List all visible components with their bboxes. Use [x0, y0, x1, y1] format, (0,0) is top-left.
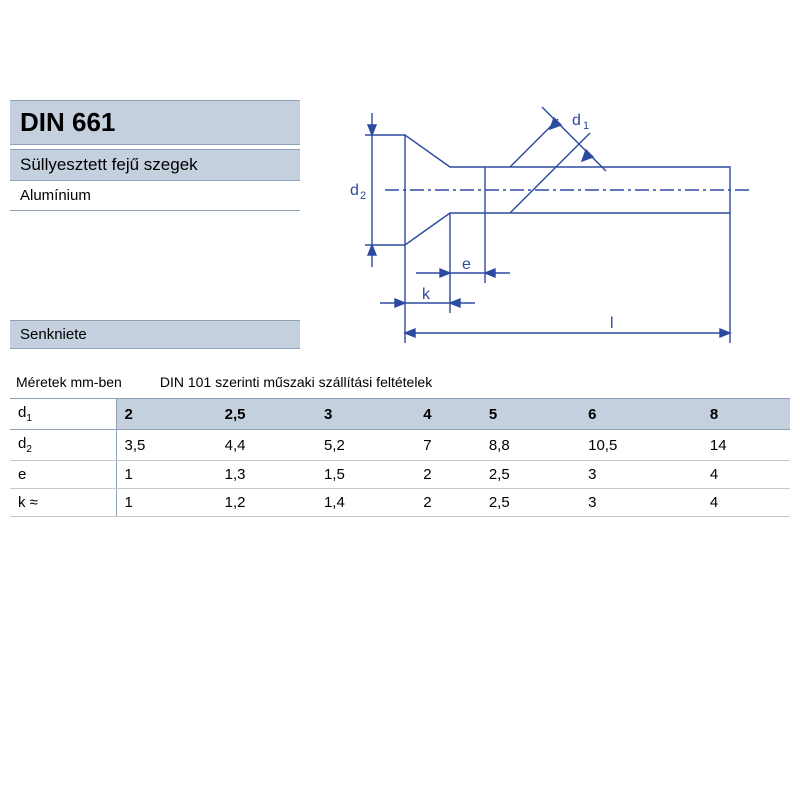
cell: 4,4 [217, 430, 316, 461]
cell: 3,5 [116, 430, 217, 461]
rivet-diagram: d 2 d 1 e k l [310, 95, 790, 355]
col-header: 8 [702, 399, 790, 430]
dimensions-table: d1 2 2,5 3 4 5 6 8 d2 3,5 4,4 5,2 7 8,8 … [10, 398, 790, 517]
cell: 2,5 [481, 461, 580, 489]
cell: 14 [702, 430, 790, 461]
cell: 4 [702, 461, 790, 489]
cell: 1 [116, 461, 217, 489]
cell: 7 [415, 430, 481, 461]
cell: 2,5 [481, 489, 580, 517]
cell: 8,8 [481, 430, 580, 461]
cell: 5,2 [316, 430, 415, 461]
standard-title: DIN 661 [10, 100, 300, 145]
cell: 2 [415, 489, 481, 517]
row-label-k: k ≈ [10, 489, 116, 517]
cell: 10,5 [580, 430, 702, 461]
material-label: Alumínium [10, 181, 300, 211]
cell: 2 [415, 461, 481, 489]
dim-e-label: e [462, 256, 471, 273]
dim-k-label: k [422, 286, 431, 303]
row-label-e: e [10, 461, 116, 489]
dim-d2-label: d [350, 182, 359, 199]
col-header: 2 [116, 399, 217, 430]
dim-l-label: l [610, 315, 614, 332]
col-header: 3 [316, 399, 415, 430]
cell: 4 [702, 489, 790, 517]
table-row: k ≈ 1 1,2 1,4 2 2,5 3 4 [10, 489, 790, 517]
cell: 3 [580, 489, 702, 517]
standard-subtitle: Süllyesztett fejű szegek [10, 149, 300, 181]
table-caption: Méretek mm-ben DIN 101 szerinti műszaki … [10, 370, 790, 394]
header-block: DIN 661 Süllyesztett fejű szegek Alumíni… [10, 100, 300, 211]
german-label: Senkniete [10, 320, 300, 349]
table-row: d2 3,5 4,4 5,2 7 8,8 10,5 14 [10, 430, 790, 461]
svg-text:1: 1 [583, 120, 589, 132]
col-header: 5 [481, 399, 580, 430]
cell: 1 [116, 489, 217, 517]
cell: 1,4 [316, 489, 415, 517]
table-row: e 1 1,3 1,5 2 2,5 3 4 [10, 461, 790, 489]
cell: 1,5 [316, 461, 415, 489]
table-header-row: d1 2 2,5 3 4 5 6 8 [10, 399, 790, 430]
caption-right: DIN 101 szerinti műszaki szállítási felt… [160, 374, 432, 390]
col-header: 2,5 [217, 399, 316, 430]
dim-d1-label: d [572, 112, 581, 129]
cell: 1,2 [217, 489, 316, 517]
cell: 3 [580, 461, 702, 489]
header-d1: d1 [10, 399, 116, 430]
cell: 1,3 [217, 461, 316, 489]
col-header: 6 [580, 399, 702, 430]
caption-left: Méretek mm-ben [16, 374, 156, 390]
svg-text:2: 2 [360, 190, 366, 202]
row-label-d2: d2 [10, 430, 116, 461]
col-header: 4 [415, 399, 481, 430]
